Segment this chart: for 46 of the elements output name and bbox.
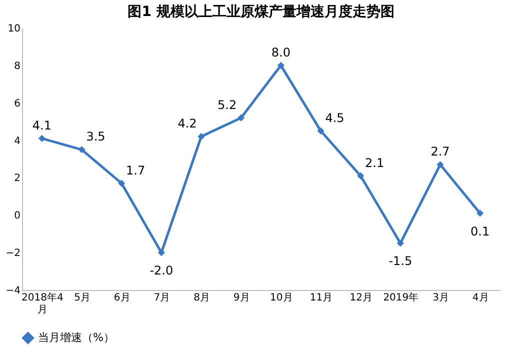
point [317,127,324,134]
y-tick-label: 4 [14,136,20,147]
point [198,133,205,140]
x-tick-label: 11月 [310,292,333,304]
x-tick-label: 7月 [154,292,170,304]
point [277,62,284,69]
data-label: -1.5 [388,254,412,268]
data-label: 5.2 [218,98,237,112]
data-label: 8.0 [271,45,290,60]
y-tick-label: 0 [14,210,20,222]
data-label: 4.2 [178,116,197,131]
data-label: 2.1 [365,156,384,170]
point [158,249,165,256]
chart-title: 图1 规模以上工业原煤产量增速月度走势图 [128,3,394,20]
point [357,172,364,180]
data-label: 0.1 [470,224,490,238]
x-tick-label: 12月 [350,292,372,304]
data-label: 2.7 [430,144,450,159]
x-tick-label: 10月 [270,292,293,304]
legend-label: 当月增速（%） [38,331,114,344]
x-tick-label: 2019年 [383,292,419,304]
point [396,240,404,247]
point [238,114,245,122]
y-tick-label: −4 [6,286,20,296]
x-tick-label: 5月 [74,292,90,304]
data-label: 3.5 [86,130,106,144]
data-label: -2.0 [150,264,174,278]
x-tick-label: 3月 [432,292,449,304]
point [118,180,126,187]
y-tick-label: 8 [14,60,20,72]
point [476,210,484,217]
x-tick-label: 9月 [233,292,250,304]
x-tick-label: 8月 [194,292,210,304]
y-tick-label: 2 [14,173,20,184]
x-tick-label: 4月 [472,292,489,304]
y-tick-label: −2 [6,248,20,260]
x-tick-label: 6月 [114,292,130,304]
x-tick-label: 2018年4月 [22,292,64,316]
point [38,134,46,142]
data-label: 1.7 [126,163,146,178]
y-tick-label: 6 [14,98,20,110]
data-label: 4.5 [325,110,344,125]
y-tick-label: 10 [8,24,20,34]
point [78,146,86,154]
point [436,161,444,168]
data-label: 4.1 [32,118,52,132]
